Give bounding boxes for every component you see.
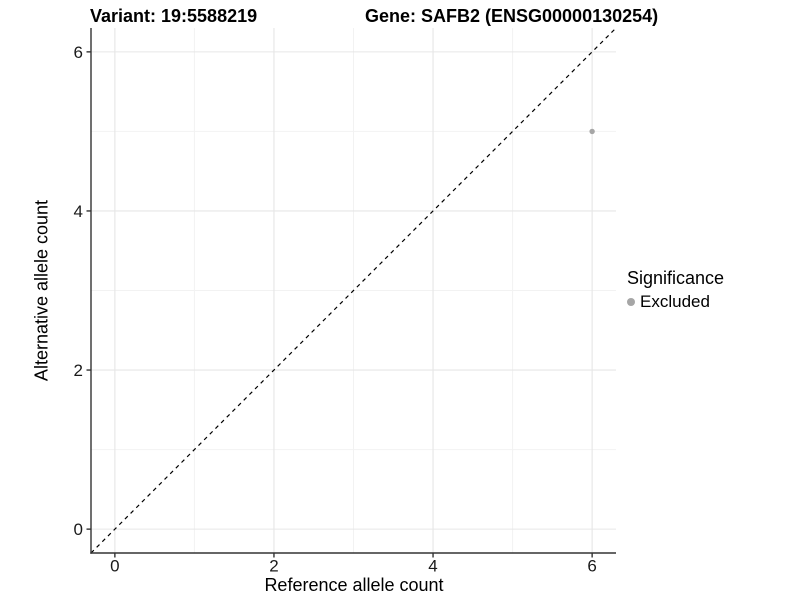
y-tick-label: 6 — [74, 43, 83, 62]
x-tick-label: 0 — [110, 557, 119, 576]
legend: Significance Excluded — [627, 268, 724, 312]
plot-title-variant: Variant: 19:5588219 — [90, 6, 258, 26]
legend-label: Excluded — [640, 292, 710, 311]
x-axis-title: Reference allele count — [264, 575, 444, 595]
legend-title: Significance — [627, 268, 725, 288]
x-tick-label: 2 — [269, 557, 278, 576]
plot-title-gene: Gene: SAFB2 (ENSG00000130254) — [365, 6, 659, 26]
y-axis-title: Alternative allele count — [31, 199, 52, 382]
data-point — [589, 128, 595, 135]
y-tick-label: 4 — [74, 202, 83, 221]
x-tick-label: 4 — [428, 557, 437, 576]
y-tick-label: 0 — [74, 520, 83, 539]
legend-items: Excluded — [627, 292, 724, 312]
x-tick-label: 6 — [587, 557, 596, 576]
y-tick-label: 2 — [74, 361, 83, 380]
identity-line — [90, 27, 617, 554]
legend-point-icon — [627, 298, 635, 306]
legend-item: Excluded — [627, 292, 724, 312]
